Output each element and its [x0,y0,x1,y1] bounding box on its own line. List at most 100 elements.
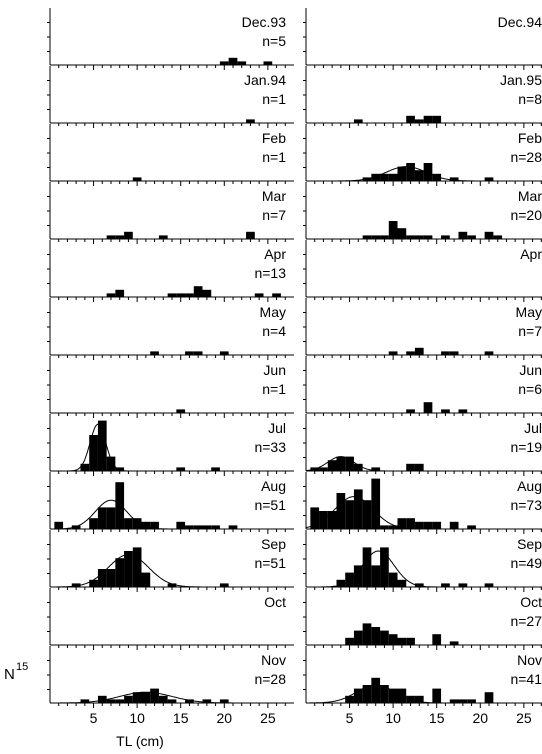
panel-month-label: Sep [517,536,542,552]
y-axis-max-label: 15 [16,661,28,673]
panel-1993-94-11: Nov n=28 5 10 15 20 25 [47,646,294,726]
fit-curve [66,423,130,472]
panel-month-label: Aug [261,478,286,494]
histogram-bar [219,351,229,355]
panel-1993-94-1: Jan.94 n=1 [47,66,294,128]
panel-month-label: Jun [263,362,286,378]
histogram-bar [176,467,186,471]
panel-n-label: n=13 [254,265,286,281]
histogram-bar [71,583,81,587]
panel-1994-95-4: Apr [303,240,542,302]
histogram-bar [458,409,468,413]
histogram-bar [336,493,346,529]
y-axis-label: N [4,666,15,683]
fit-curve [326,166,486,182]
histogram-bar [115,482,125,529]
histogram-bar [124,231,133,239]
histogram-bar [484,583,494,587]
histogram-bar [484,177,494,181]
histogram-bar [158,235,168,239]
histogram-bar [176,521,186,529]
panel-1993-94-5: May n=4 [47,298,294,360]
histogram-bar [449,177,459,181]
histogram-bar [362,547,372,587]
x-tick-label: 15 [173,710,189,726]
panel-1994-95-6: Jun n=6 [303,356,542,418]
x-tick-label: 5 [346,710,354,726]
histogram-bar [228,57,238,65]
histogram-bar [345,637,354,645]
histogram-bar [380,525,389,529]
histogram-bar [353,565,363,587]
histogram-bar [388,525,398,529]
histogram-bar [458,583,468,587]
histogram-bar [202,525,212,529]
panel-month-label: Feb [262,130,286,146]
histogram-bar [371,627,381,645]
histogram-bar [115,235,125,239]
histogram-bar [380,173,389,181]
histogram-bar [414,347,424,355]
histogram-bar [115,699,125,703]
x-tick-label: 25 [516,710,532,726]
histogram-bar [397,518,407,529]
histogram-bar [441,235,450,239]
histogram-bar [345,456,354,471]
histogram-bar [449,351,459,355]
histogram-bar [388,351,398,355]
histogram-bar [397,228,407,239]
histogram-bar [345,500,354,529]
x-tick-label: 5 [90,710,98,726]
panel-n-label: n=7 [518,323,542,339]
histogram-bar [484,351,494,355]
panel-1994-95-8: Aug n=73 [303,472,542,534]
histogram-bar [449,641,459,645]
histogram-bar [441,583,450,587]
histogram-bar [362,500,372,529]
histogram-bar [467,525,476,529]
panel-month-label: Oct [520,594,542,610]
panel-month-label: Apr [264,246,286,262]
histogram-bar [371,173,381,181]
panel-month-label: Jun [519,362,542,378]
histogram-bar [254,293,264,297]
histogram-bar [371,677,381,703]
histogram-bar [414,583,424,587]
histogram-bar [423,115,433,123]
histogram-bar [406,637,415,645]
panel-n-label: n=49 [510,555,542,571]
panel-month-label: May [516,304,542,320]
histogram-bar [371,478,381,529]
panel-n-label: n=7 [262,207,286,223]
histogram-bar [493,235,503,239]
histogram-bar [414,235,424,239]
panel-month-label: Jul [524,420,542,436]
histogram-bar [167,293,177,297]
panel-month-label: Apr [520,246,542,262]
panel-n-label: n=51 [254,497,286,513]
panel-1993-94-4: Apr n=13 [47,240,294,302]
histogram-bar [89,579,98,587]
histogram-bar [150,521,159,529]
histogram-bar [106,235,116,239]
histogram-bar [246,231,255,239]
histogram-bar [467,699,476,703]
panel-1993-94-8: Aug n=51 [47,472,294,534]
histogram-bar [185,351,194,355]
histogram-bar [185,293,194,297]
histogram-bar [219,699,229,703]
histogram-bar [80,699,90,703]
histogram-bar [193,351,203,355]
histogram-bar [371,235,381,239]
panel-month-label: Jan.94 [244,72,286,88]
histogram-bar [176,293,186,297]
panel-n-label: n=1 [262,149,286,165]
histogram-bar [54,521,64,529]
histogram-bar [272,293,281,297]
histogram-bar [380,547,389,587]
histogram-bar [185,525,194,529]
histogram-bar [228,525,238,529]
histogram-bar [414,695,424,703]
histogram-bar [141,572,151,587]
panel-n-label: n=1 [262,381,286,397]
